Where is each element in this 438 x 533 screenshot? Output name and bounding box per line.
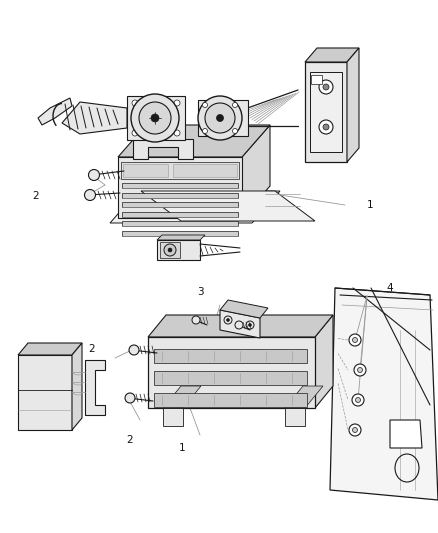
Polygon shape: [157, 240, 200, 260]
Circle shape: [174, 130, 180, 136]
Circle shape: [354, 364, 366, 376]
Polygon shape: [18, 355, 72, 430]
Polygon shape: [122, 183, 238, 188]
Circle shape: [125, 393, 135, 403]
Polygon shape: [220, 300, 268, 318]
Polygon shape: [163, 386, 201, 408]
Polygon shape: [285, 386, 323, 408]
Polygon shape: [311, 75, 322, 84]
Polygon shape: [141, 191, 315, 221]
Circle shape: [248, 324, 251, 327]
Polygon shape: [330, 288, 438, 500]
Polygon shape: [305, 62, 347, 162]
Circle shape: [233, 128, 237, 133]
Text: 2: 2: [33, 191, 39, 201]
Circle shape: [151, 114, 159, 122]
Polygon shape: [220, 310, 260, 338]
Polygon shape: [122, 230, 238, 236]
Polygon shape: [122, 221, 238, 226]
Polygon shape: [154, 371, 307, 385]
Polygon shape: [285, 408, 305, 426]
Circle shape: [129, 345, 139, 355]
Polygon shape: [198, 100, 248, 136]
Polygon shape: [173, 164, 237, 177]
Circle shape: [192, 316, 200, 324]
Polygon shape: [122, 202, 238, 207]
Circle shape: [164, 244, 176, 256]
Polygon shape: [310, 72, 342, 152]
Polygon shape: [347, 48, 359, 162]
Circle shape: [226, 319, 230, 321]
Polygon shape: [160, 242, 180, 258]
Polygon shape: [121, 162, 239, 179]
Circle shape: [132, 130, 138, 136]
Circle shape: [216, 115, 223, 122]
Circle shape: [198, 96, 242, 140]
Text: 4: 4: [387, 283, 393, 293]
Polygon shape: [154, 349, 307, 363]
Text: 2: 2: [88, 344, 95, 354]
Circle shape: [235, 321, 243, 329]
Circle shape: [202, 128, 208, 133]
Circle shape: [88, 169, 99, 181]
Polygon shape: [118, 157, 242, 218]
Circle shape: [349, 424, 361, 436]
Circle shape: [139, 102, 171, 134]
Text: 1: 1: [179, 443, 185, 453]
Polygon shape: [122, 192, 238, 198]
Polygon shape: [154, 393, 307, 407]
Circle shape: [323, 124, 329, 130]
Circle shape: [352, 394, 364, 406]
Text: 1: 1: [367, 200, 373, 210]
Circle shape: [356, 398, 360, 402]
Polygon shape: [390, 420, 422, 448]
Polygon shape: [110, 191, 280, 223]
Circle shape: [233, 102, 237, 108]
Circle shape: [319, 80, 333, 94]
Circle shape: [132, 100, 138, 106]
Text: 2: 2: [127, 435, 133, 445]
Polygon shape: [123, 164, 168, 177]
Circle shape: [174, 100, 180, 106]
Polygon shape: [242, 125, 270, 218]
Polygon shape: [148, 337, 315, 408]
Circle shape: [323, 84, 329, 90]
Text: 3: 3: [197, 287, 203, 297]
Polygon shape: [133, 139, 193, 159]
Polygon shape: [38, 98, 72, 125]
Circle shape: [353, 427, 357, 432]
Polygon shape: [122, 212, 238, 216]
Polygon shape: [18, 343, 82, 355]
Circle shape: [205, 103, 235, 133]
Circle shape: [353, 337, 357, 343]
Circle shape: [357, 367, 363, 373]
Polygon shape: [72, 343, 82, 430]
Circle shape: [85, 190, 95, 200]
Circle shape: [319, 120, 333, 134]
Polygon shape: [163, 408, 183, 426]
Circle shape: [224, 316, 232, 324]
Polygon shape: [127, 96, 185, 140]
Circle shape: [349, 334, 361, 346]
Polygon shape: [315, 315, 333, 408]
Polygon shape: [118, 125, 270, 157]
Polygon shape: [305, 48, 359, 62]
Circle shape: [246, 321, 254, 329]
Circle shape: [168, 248, 172, 252]
Polygon shape: [148, 315, 333, 337]
Circle shape: [202, 102, 208, 108]
Polygon shape: [85, 360, 105, 415]
Polygon shape: [62, 102, 127, 134]
Circle shape: [131, 94, 179, 142]
Polygon shape: [157, 235, 205, 240]
